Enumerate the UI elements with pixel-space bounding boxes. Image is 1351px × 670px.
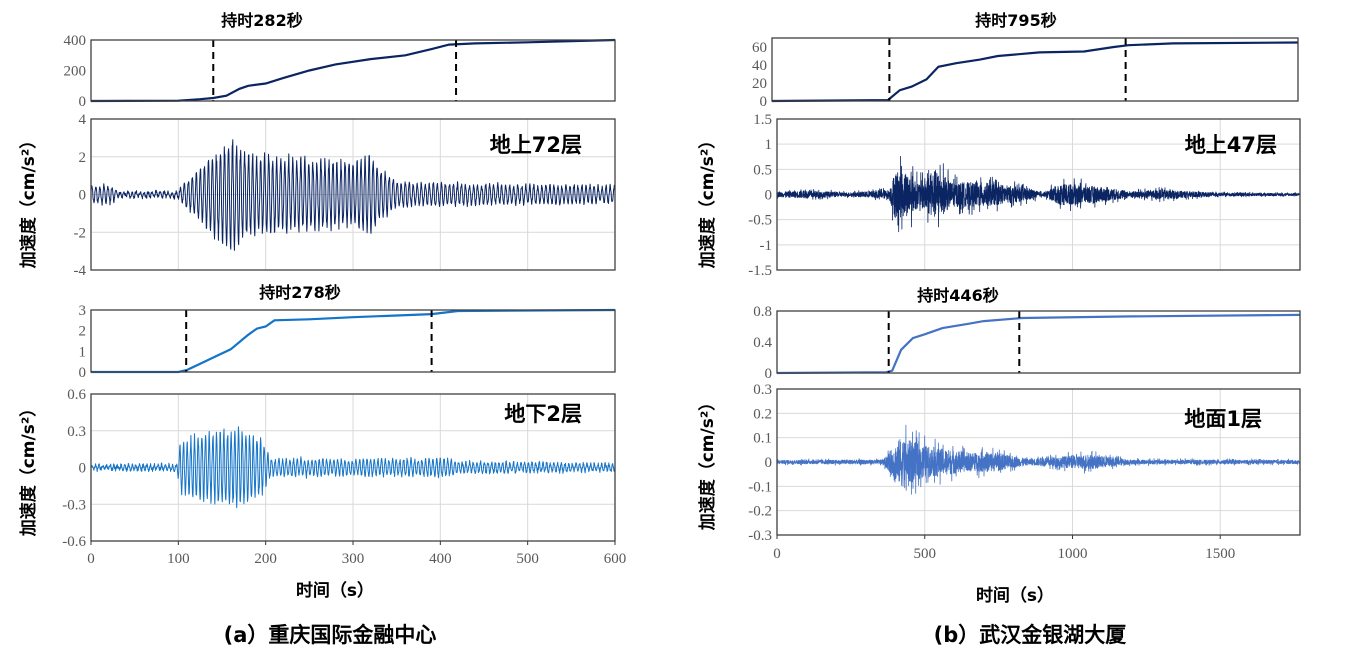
y-tick-label: 1.5 bbox=[753, 112, 772, 128]
y-tick-label: 2 bbox=[79, 324, 87, 340]
x-tick-label: 500 bbox=[913, 546, 936, 562]
plot-frame bbox=[90, 309, 616, 373]
y-tick-label: 40 bbox=[752, 58, 767, 74]
x-axis-label-b: 时间（s） bbox=[976, 585, 1054, 606]
floor-label: 地上47层 bbox=[1185, 133, 1277, 157]
chart-a_acc_top: -4 -2 0 2 4 地上72层 bbox=[74, 112, 616, 279]
plot-frame bbox=[90, 39, 616, 102]
x-tick-label: 1000 bbox=[1057, 546, 1087, 562]
series-line bbox=[90, 139, 616, 251]
y-tick-label: 4 bbox=[79, 112, 87, 128]
y-tick-label: -1 bbox=[760, 238, 773, 254]
series-line bbox=[776, 313, 1301, 375]
y-tick-label: 2 bbox=[79, 150, 87, 166]
y-tick-label: 0 bbox=[765, 455, 773, 471]
y-tick-label: -0.1 bbox=[748, 479, 772, 495]
x-tick-label: 1500 bbox=[1205, 546, 1235, 562]
y-tick-label: -0.3 bbox=[748, 528, 772, 544]
y-tick-label: -1.5 bbox=[748, 263, 772, 279]
series-line bbox=[91, 308, 616, 374]
plot-frame bbox=[776, 310, 1301, 374]
y-tick-label: -0.2 bbox=[748, 504, 772, 520]
floor-label: 地面1层 bbox=[1184, 407, 1262, 431]
x-axis-label-a: 时间（s） bbox=[296, 580, 374, 601]
y-tick-label: 0 bbox=[760, 94, 768, 110]
chart-a_acc_bottom: -0.6 -0.3 0 0.3 0.6 0 100 200 300 400 500 600 地下2层 bbox=[62, 387, 626, 567]
plot-frame bbox=[776, 388, 1301, 536]
chart-b_acc_top: -1.5 -1 -0.5 0 0.5 1 1.5 地上47层 bbox=[748, 112, 1301, 279]
series-line bbox=[771, 41, 1299, 103]
x-tick-label: 200 bbox=[254, 551, 277, 567]
y-axis-label-b-top: 加速度（cm/s²） bbox=[697, 132, 718, 270]
y-tick-label: 0 bbox=[765, 366, 773, 382]
series-line bbox=[776, 424, 1301, 495]
y-tick-label: 0.8 bbox=[753, 304, 772, 320]
caption-b: (b）武汉金银湖大厦 bbox=[934, 623, 1127, 647]
x-tick-label: 300 bbox=[342, 551, 365, 567]
plot-frame bbox=[90, 118, 616, 271]
x-tick-label: 0 bbox=[87, 551, 95, 567]
y-tick-label: 0.1 bbox=[753, 431, 772, 447]
x-tick-label: 600 bbox=[604, 551, 627, 567]
y-tick-label: -0.3 bbox=[62, 497, 86, 513]
series-line bbox=[90, 426, 616, 509]
chart-title: 持时278秒 bbox=[259, 283, 340, 302]
y-tick-label: 0.3 bbox=[753, 382, 772, 398]
y-axis-label-a-top: 加速度（cm/s²） bbox=[18, 132, 39, 270]
y-tick-label: 0 bbox=[765, 188, 773, 204]
y-tick-label: 0 bbox=[79, 94, 87, 110]
chart-b_acc_bottom: -0.3 -0.2 -0.1 0 0.1 0.2 0.3 0 500 1000 1500 地面1层 bbox=[748, 382, 1301, 562]
floor-label: 地下2层 bbox=[504, 402, 582, 426]
y-tick-label: -0.6 bbox=[62, 534, 86, 550]
y-tick-label: -0.5 bbox=[748, 213, 772, 229]
x-tick-label: 400 bbox=[429, 551, 452, 567]
chart-title: 持时795秒 bbox=[975, 11, 1056, 30]
floor-label: 地上72层 bbox=[490, 133, 582, 157]
y-tick-label: 0 bbox=[79, 188, 87, 204]
y-axis-label-b-bottom: 加速度（cm/s²） bbox=[697, 394, 718, 532]
y-tick-label: 200 bbox=[64, 64, 87, 80]
y-tick-label: 0.2 bbox=[753, 406, 772, 422]
y-tick-label: 60 bbox=[752, 40, 767, 56]
chart-title: 持时446秒 bbox=[917, 286, 998, 305]
y-tick-label: 3 bbox=[79, 303, 87, 319]
y-axis-label-a-bottom: 加速度（cm/s²） bbox=[18, 400, 39, 538]
y-tick-label: 1 bbox=[765, 137, 773, 153]
x-tick-label: 0 bbox=[773, 546, 781, 562]
y-tick-label: 1 bbox=[79, 344, 87, 360]
y-tick-label: 0.6 bbox=[67, 387, 86, 403]
x-tick-label: 500 bbox=[516, 551, 539, 567]
chart-b_cum_bottom: 0 0.4 0.8 持时446秒 bbox=[753, 286, 1301, 382]
chart-a_cum_top: 0 200 400 持时282秒 bbox=[64, 11, 616, 110]
plot-frame bbox=[90, 393, 616, 542]
series-line bbox=[90, 38, 616, 103]
y-tick-label: -4 bbox=[74, 263, 87, 279]
y-tick-label: 0 bbox=[79, 365, 87, 381]
plot-frame bbox=[776, 118, 1301, 271]
series-line bbox=[776, 156, 1301, 233]
plot-frame bbox=[771, 37, 1299, 102]
y-tick-label: 20 bbox=[752, 76, 767, 92]
chart-b_cum_top: 0 20 40 60 持时795秒 bbox=[752, 11, 1299, 110]
chart-a_cum_bottom: 0 1 2 3 持时278秒 bbox=[79, 283, 616, 381]
x-tick-label: 100 bbox=[167, 551, 190, 567]
y-tick-label: 0.5 bbox=[753, 162, 772, 178]
caption-a: (a）重庆国际金融中心 bbox=[224, 623, 437, 647]
y-tick-label: 400 bbox=[64, 33, 87, 49]
y-tick-label: 0 bbox=[79, 461, 87, 477]
y-tick-label: -2 bbox=[74, 225, 87, 241]
y-tick-label: 0.4 bbox=[753, 335, 772, 351]
chart-title: 持时282秒 bbox=[221, 11, 302, 30]
y-tick-label: 0.3 bbox=[67, 424, 86, 440]
